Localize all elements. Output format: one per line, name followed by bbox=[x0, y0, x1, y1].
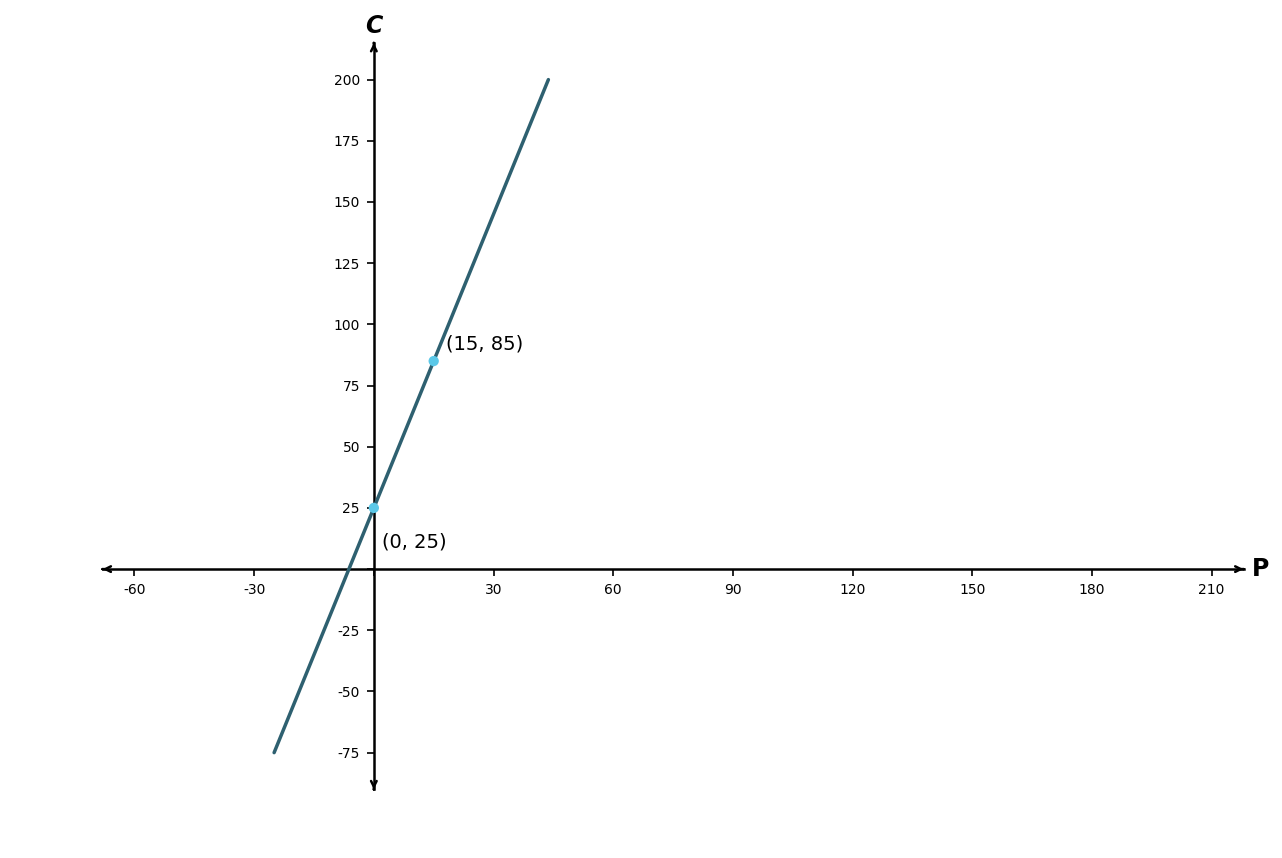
Point bbox=[364, 501, 385, 515]
Point bbox=[423, 354, 444, 368]
Text: (0, 25): (0, 25) bbox=[382, 532, 446, 552]
Text: P: P bbox=[1251, 557, 1269, 581]
Text: C: C bbox=[365, 14, 382, 38]
Text: (15, 85): (15, 85) bbox=[446, 335, 523, 353]
